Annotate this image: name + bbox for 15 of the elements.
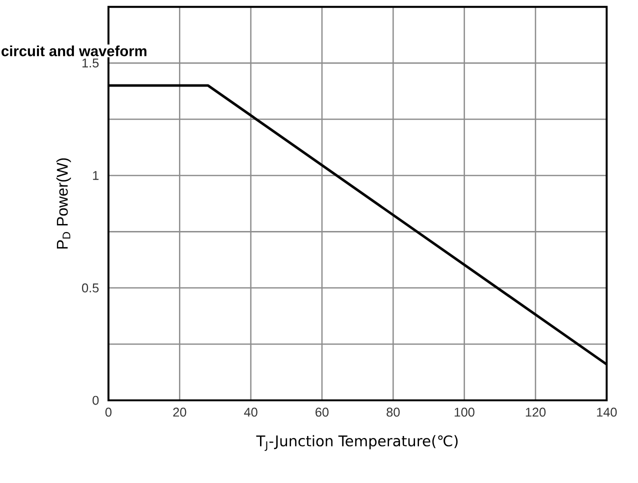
x-tick-label: 0 [105,408,112,417]
x-tick-label: 80 [386,408,400,417]
x-tick-label: 140 [597,408,617,417]
y-tick-label: 1.5 [82,58,99,68]
x-tick-label: 60 [316,408,329,417]
x-tick-label: 40 [244,408,258,417]
x-tick-label: 120 [526,408,546,417]
x-axis-title: T$_{J}$-Junction Temperature(℃) [256,435,458,452]
x-tick-label: 20 [173,408,186,417]
y-axis-title: P$_{D}$ Power(W) [56,158,71,249]
y-tick-label: 0.5 [82,284,99,293]
y-tick-label: 0 [92,396,99,406]
y-tick-label: 1 [93,171,99,180]
text: circuit and waveform [2,46,146,56]
x-tick-label: 100 [454,408,474,417]
